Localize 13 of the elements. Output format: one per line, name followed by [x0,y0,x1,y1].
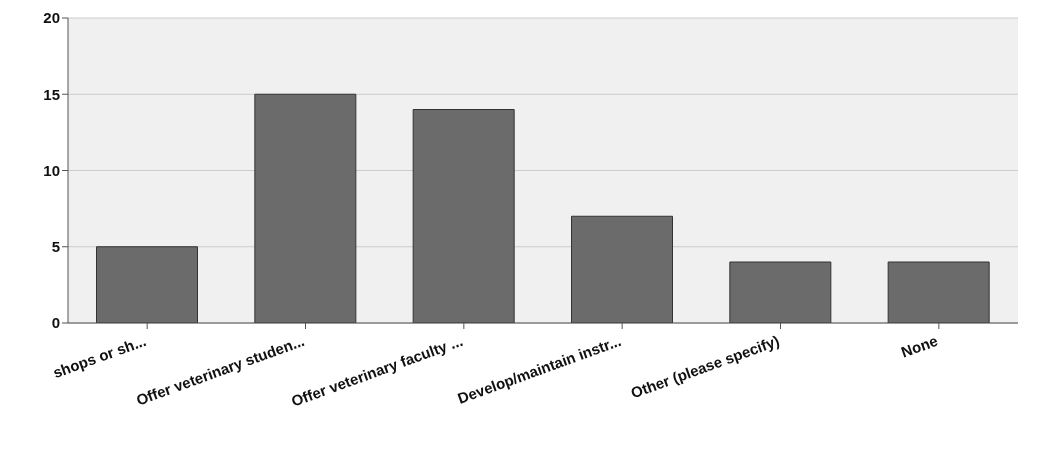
y-tick-label: 5 [51,238,60,256]
y-tick-label: 15 [43,85,60,103]
y-tick-label: 20 [43,9,60,27]
bar [412,109,515,323]
bar [254,93,357,323]
bar [887,261,990,323]
y-tick-label: 10 [43,161,60,179]
bar [96,246,198,323]
x-tick-label: shops or sh... [50,331,149,382]
bar [729,261,832,323]
bar [571,215,673,323]
x-tick-label: None [898,331,940,361]
y-tick-label: 0 [51,314,60,332]
